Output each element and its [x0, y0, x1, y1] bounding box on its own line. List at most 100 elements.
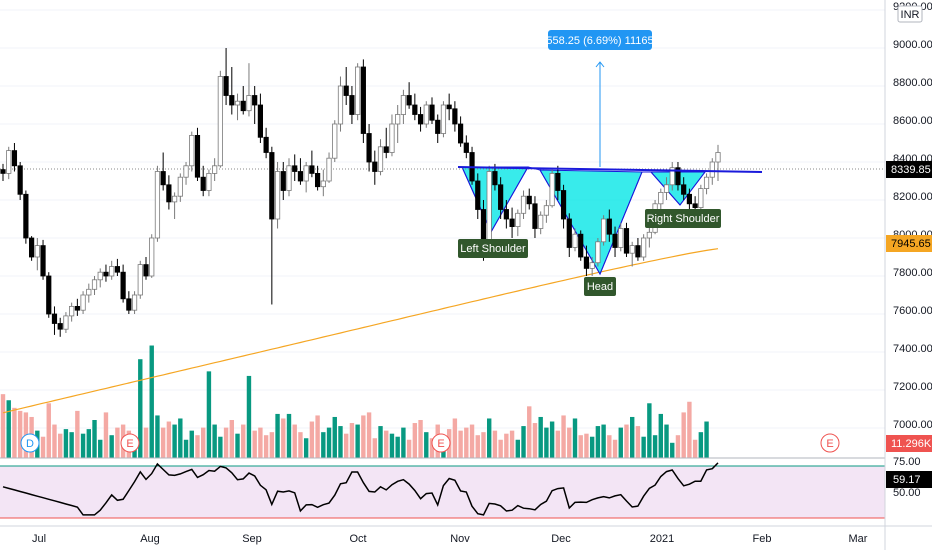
candle-body [137, 264, 143, 296]
volume-bar [584, 433, 589, 458]
dividend-marker-icon[interactable] [20, 433, 40, 453]
time-axis[interactable]: Jul Aug Sep Oct Nov Dec 2021 Feb Mar [32, 533, 868, 545]
volume-bar [452, 418, 458, 458]
candle-body [309, 165, 315, 174]
candle-body [560, 190, 567, 220]
currency-badge[interactable] [897, 5, 923, 23]
volume-bar [492, 430, 498, 458]
candle-body [332, 123, 338, 159]
candle-body [635, 245, 641, 258]
earnings-marker-icon[interactable] [820, 433, 840, 453]
volume-bar [160, 427, 166, 458]
volume-bar [143, 427, 149, 458]
volume-bar [601, 424, 606, 458]
neckline [457, 166, 763, 173]
volume-bar [98, 439, 103, 458]
candle-body [234, 100, 241, 106]
volume-bar [58, 433, 63, 458]
candle-body [360, 66, 366, 134]
volume-bar [418, 420, 423, 458]
candle-body [709, 161, 715, 178]
candle-body [154, 171, 161, 239]
volume-bar [258, 427, 263, 458]
candle-body [452, 108, 458, 125]
volume-bar [429, 438, 435, 458]
candle-body [171, 195, 178, 203]
y-tick: 8200.00 [893, 191, 932, 203]
candle-body [675, 167, 681, 186]
candle-body [703, 176, 710, 189]
volume-bar [475, 435, 480, 458]
candle-body [618, 228, 624, 248]
volume-bar [527, 406, 532, 458]
candle-body [377, 146, 384, 172]
candle-body [589, 262, 595, 269]
volume-bar [384, 430, 389, 458]
volume-bar [223, 427, 229, 458]
volume-bar [487, 418, 492, 458]
candle-body [143, 264, 149, 277]
volume-bar [263, 435, 269, 458]
currency-badge-label: INR [901, 9, 920, 21]
candle-body [417, 114, 424, 125]
head-tag [584, 277, 616, 296]
candle-body [103, 271, 109, 277]
x-tick: Sep [242, 533, 262, 545]
candle-body [223, 76, 229, 96]
candle-body [355, 66, 361, 115]
candle-body [160, 171, 166, 186]
volume-bar [246, 375, 252, 458]
volume-bar [344, 433, 349, 458]
candle-body [669, 167, 675, 186]
right-shoulder-label: Right Shoulder [647, 213, 720, 225]
candle-body [629, 245, 635, 254]
volume-bar [589, 436, 595, 458]
y-tick: 7200.00 [893, 381, 932, 393]
candle-body [457, 123, 464, 144]
candle-body [212, 165, 218, 174]
candle-body [601, 218, 607, 243]
candle-body [320, 180, 326, 188]
candle-body [583, 256, 590, 269]
volume-bar [63, 429, 69, 458]
candle-body [698, 188, 704, 209]
volume-bar [561, 415, 566, 458]
volume-bar [241, 424, 246, 458]
volume-bar [321, 432, 326, 458]
y-tick: 7800.00 [893, 267, 932, 279]
volume-bar [86, 429, 91, 458]
candle-body [538, 214, 544, 229]
y-tick: 9000.00 [893, 39, 932, 51]
candle-body [372, 161, 378, 172]
candle-body [166, 184, 172, 203]
candle-body [23, 193, 29, 239]
left-shoulder-label: Left Shoulder [460, 243, 526, 255]
volume-bar [315, 415, 320, 458]
earnings-marker-icon[interactable] [120, 433, 140, 453]
candle-body [681, 184, 687, 195]
candle-body [555, 172, 561, 191]
candle-body [246, 95, 252, 112]
last-price-label: 8339.85 [891, 164, 931, 176]
candle-body [120, 271, 126, 300]
earnings-marker-icon[interactable] [431, 433, 451, 453]
candle-body [314, 172, 321, 188]
volume-bar [406, 439, 412, 458]
candle-body [34, 245, 40, 258]
volume-bar [366, 412, 372, 458]
y-tick: 8600.00 [893, 115, 932, 127]
candle-body [183, 165, 189, 178]
x-tick: Oct [349, 533, 366, 545]
earnings-marker-letter: E [126, 438, 133, 450]
candle-body [126, 298, 132, 311]
candle-body [566, 218, 572, 248]
volume-bar [52, 424, 57, 458]
candle-body [572, 233, 578, 248]
candle-body [463, 142, 469, 153]
ma-value-tag [886, 235, 932, 252]
earnings-marker-letter: E [826, 438, 833, 450]
candle-body [194, 134, 201, 178]
rsi-band [0, 466, 885, 518]
volume-bar [195, 435, 200, 458]
gridlines [0, 9, 885, 429]
